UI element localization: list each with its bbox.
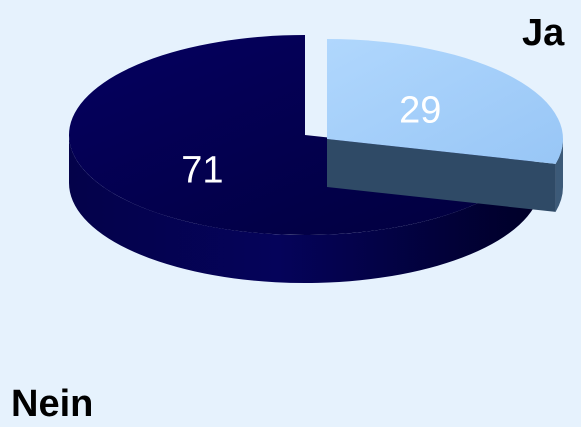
data-label-nein: 71 <box>181 150 223 192</box>
legend-label-nein: Nein <box>11 383 94 425</box>
slice-cut-face-ja <box>327 139 556 212</box>
legend-label-ja: Ja <box>522 12 565 54</box>
slice-side-ja <box>555 139 563 212</box>
slice-ja <box>327 39 563 164</box>
slice-side-nein <box>69 135 534 283</box>
data-label-ja: 29 <box>399 89 441 131</box>
